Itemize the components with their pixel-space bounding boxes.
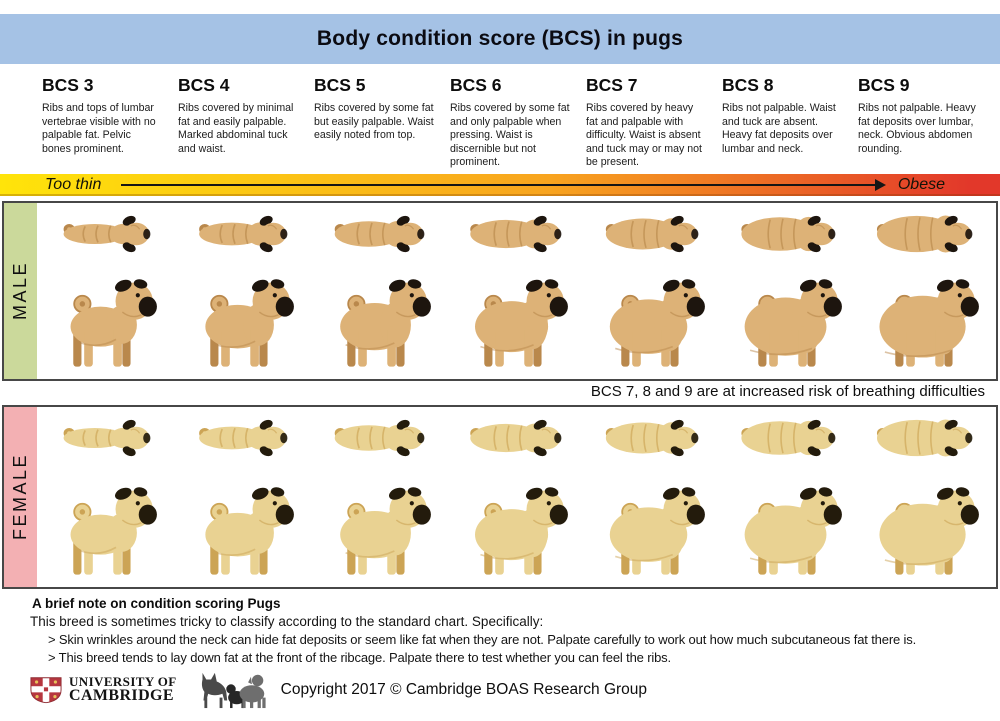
pug-top-view-icon [320, 210, 440, 258]
risk-note: BCS 7, 8 and 9 are at increased risk of … [590, 382, 985, 400]
bcs-heading: BCS 3 [42, 75, 94, 95]
bcs-header-row: BCS 3 Ribs and tops of lumbar vertebrae v… [42, 75, 994, 170]
bcs-description: Ribs covered by some fat and only palpab… [450, 102, 570, 169]
pug-top-view-icon [457, 210, 577, 258]
bcs-column-bcs-4: BCS 4 Ribs covered by minimal fat and eas… [178, 75, 314, 170]
dog-silhouettes-icon [201, 672, 266, 708]
male-pug-grid [37, 203, 996, 379]
female-section: FEMALE [2, 404, 998, 589]
female-pug-bcs-7 [585, 407, 722, 587]
male-pug-bcs-7 [585, 203, 722, 379]
pug-top-view-icon [320, 414, 440, 462]
bcs-heading: BCS 8 [722, 75, 774, 95]
copyright-text: Copyright 2017 © Cambridge BOAS Research… [280, 680, 648, 698]
pug-top-view-icon [731, 210, 851, 258]
scale-arrow-icon [121, 178, 886, 191]
pug-top-view-icon [868, 210, 988, 258]
female-pug-bcs-3 [37, 407, 174, 587]
note-intro: This breed is sometimes tricky to classi… [30, 613, 544, 629]
pug-top-view-icon [46, 414, 166, 462]
bcs-scale-bar: Too thin Obese [0, 173, 1000, 196]
pug-top-view-icon [183, 210, 303, 258]
note-point: > Skin wrinkles around the neck can hide… [48, 631, 917, 647]
female-pug-bcs-6 [448, 407, 585, 587]
bcs-column-bcs-6: BCS 6 Ribs covered by some fat and only p… [450, 75, 586, 170]
pug-top-view-icon [594, 210, 714, 258]
male-label: MALE [10, 261, 30, 321]
bcs-heading: BCS 5 [314, 75, 366, 95]
university-line2: CAMBRIDGE [69, 687, 174, 705]
note-block: A brief note on condition scoring Pugs T… [0, 596, 1000, 665]
note-point: > This breed tends to lay down fat at th… [48, 649, 671, 665]
title-bar: Body condition score (BCS) in pugs [0, 14, 1000, 64]
male-pug-bcs-4 [174, 203, 311, 379]
bcs-heading: BCS 4 [178, 75, 230, 95]
bcs-heading: BCS 7 [586, 75, 638, 95]
female-strip: FEMALE [4, 406, 37, 587]
pug-side-view-icon [868, 478, 988, 584]
male-section: MALE [2, 200, 998, 381]
male-strip: MALE [4, 202, 37, 379]
pug-side-view-icon [183, 270, 303, 376]
pug-top-view-icon [731, 414, 851, 462]
bcs-description: Ribs covered by some fat but easily palp… [314, 102, 434, 142]
obese-label: Obese [897, 175, 945, 193]
bcs-column-bcs-8: BCS 8 Ribs not palpable. Waist and tuck a… [722, 75, 858, 170]
bcs-column-bcs-9: BCS 9 Ribs not palpable. Heavy fat deposi… [858, 75, 994, 170]
pug-side-view-icon [320, 270, 440, 376]
pug-side-view-icon [594, 270, 714, 376]
bcs-heading: BCS 9 [858, 75, 910, 95]
bcs-description: Ribs covered by heavy fat and palpable w… [586, 102, 702, 169]
pug-side-view-icon [731, 270, 851, 376]
male-pug-bcs-8 [722, 203, 859, 379]
pug-side-view-icon [46, 270, 166, 376]
pug-side-view-icon [46, 478, 166, 584]
bcs-column-bcs-5: BCS 5 Ribs covered by some fat but easily… [314, 75, 450, 170]
pug-side-view-icon [320, 478, 440, 584]
female-pug-grid [37, 407, 996, 587]
bcs-description: Ribs and tops of lumbar vertebrae visibl… [42, 102, 156, 155]
male-pug-bcs-9 [859, 203, 996, 379]
note-heading: A brief note on condition scoring Pugs [32, 595, 281, 611]
bcs-description: Ribs not palpable. Waist and tuck are ab… [722, 102, 836, 155]
university-line1: UNIVERSITY OF [69, 674, 177, 690]
bcs-column-bcs-3: BCS 3 Ribs and tops of lumbar vertebrae v… [42, 75, 178, 170]
page-title: Body condition score (BCS) in pugs [316, 27, 684, 50]
pug-side-view-icon [731, 478, 851, 584]
male-pug-bcs-6 [448, 203, 585, 379]
female-pug-bcs-8 [722, 407, 859, 587]
pug-side-view-icon [183, 478, 303, 584]
female-pug-bcs-4 [174, 407, 311, 587]
female-label: FEMALE [10, 453, 30, 541]
pug-top-view-icon [594, 414, 714, 462]
too-thin-label: Too thin [45, 175, 102, 193]
bcs-heading: BCS 6 [450, 75, 502, 95]
male-pug-bcs-3 [37, 203, 174, 379]
pug-top-view-icon [457, 414, 577, 462]
pug-side-view-icon [457, 270, 577, 376]
footer: UNIVERSITY OF CAMBRIDGE Copyright 2017 ©… [30, 671, 1000, 709]
bcs-description: Ribs covered by minimal fat and easily p… [178, 102, 294, 155]
pug-top-view-icon [868, 414, 988, 462]
university-wordmark: UNIVERSITY OF CAMBRIDGE [69, 675, 177, 704]
pug-side-view-icon [868, 270, 988, 376]
pug-side-view-icon [594, 478, 714, 584]
female-pug-bcs-9 [859, 407, 996, 587]
cambridge-crest-icon [30, 677, 62, 703]
male-pug-bcs-5 [311, 203, 448, 379]
pug-side-view-icon [457, 478, 577, 584]
pug-top-view-icon [183, 414, 303, 462]
bcs-column-bcs-7: BCS 7 Ribs covered by heavy fat and palpa… [586, 75, 722, 170]
bcs-description: Ribs not palpable. Heavy fat deposits ov… [858, 102, 976, 155]
pug-top-view-icon [46, 210, 166, 258]
female-pug-bcs-5 [311, 407, 448, 587]
